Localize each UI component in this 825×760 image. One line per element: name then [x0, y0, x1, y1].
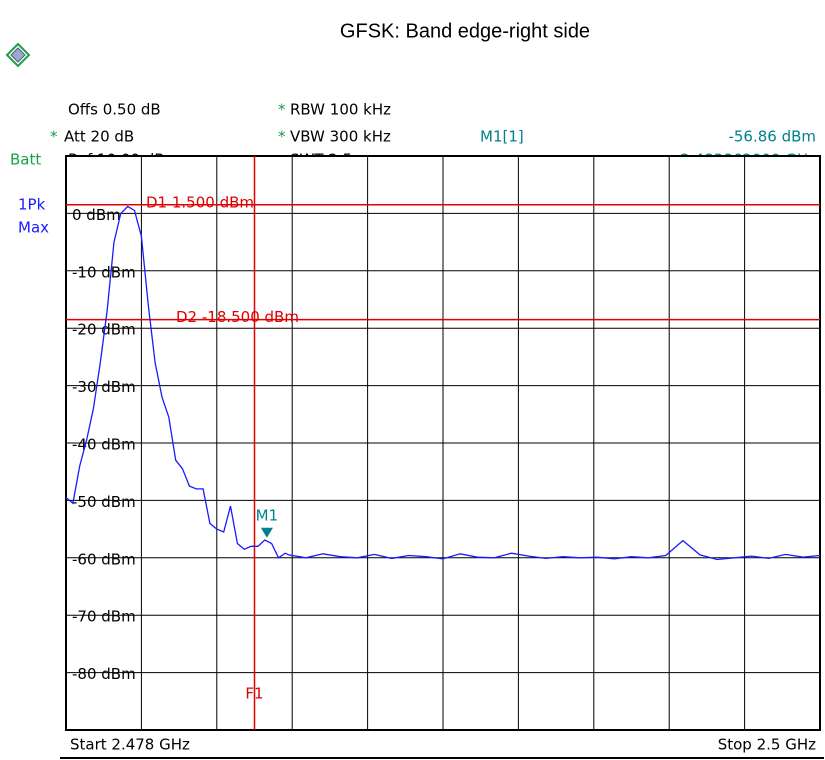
trace-mode: Max — [18, 219, 49, 237]
marker-label: M1 — [256, 506, 279, 524]
stop-frequency: Stop 2.5 GHz — [718, 736, 816, 754]
y-tick-label: -60 dBm — [72, 550, 136, 568]
start-frequency: Start 2.478 GHz — [70, 736, 190, 754]
asterisk: * — [278, 101, 286, 119]
marker — [260, 527, 273, 538]
frequency-line-label: F1 — [245, 685, 263, 703]
y-tick-label: -20 dBm — [72, 321, 136, 339]
marker-label: M1[1] — [480, 128, 524, 146]
vbw: VBW 300 kHz — [290, 128, 391, 146]
asterisk: * — [50, 128, 58, 146]
attenuation: Att 20 dB — [64, 128, 134, 146]
chart-title: GFSK: Band edge-right side — [340, 20, 590, 42]
trace — [65, 205, 821, 561]
logo — [5, 42, 31, 68]
asterisk: * — [278, 128, 286, 146]
battery: Batt — [10, 151, 41, 169]
y-tick-label: 0 dBm — [72, 206, 121, 224]
trace-mode: 1Pk — [18, 196, 46, 214]
y-tick-label: -10 dBm — [72, 263, 136, 281]
y-tick-label: -50 dBm — [72, 493, 136, 511]
offset: Offs 0.50 dB — [68, 101, 161, 119]
display-line-label: D1 1.500 dBm — [146, 193, 254, 211]
y-tick-label: -40 dBm — [72, 436, 136, 454]
marker-level: -56.86 dBm — [728, 128, 816, 146]
rbw: RBW 100 kHz — [290, 101, 391, 119]
y-tick-label: -80 dBm — [72, 665, 136, 683]
display-line-label: D2 -18.500 dBm — [176, 308, 299, 326]
y-tick-label: -70 dBm — [72, 608, 136, 626]
y-tick-label: -30 dBm — [72, 378, 136, 396]
